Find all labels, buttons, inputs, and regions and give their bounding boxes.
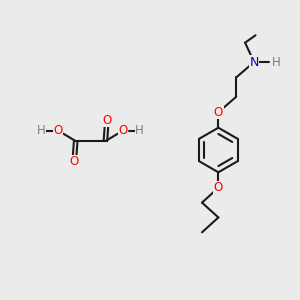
Text: O: O [70, 155, 79, 168]
Text: H: H [135, 124, 144, 137]
Text: N: N [249, 56, 259, 68]
Text: O: O [214, 106, 223, 119]
Text: H: H [272, 56, 281, 68]
Text: O: O [214, 181, 223, 194]
Text: O: O [53, 124, 62, 137]
Text: O: O [118, 124, 128, 137]
Text: H: H [37, 124, 46, 137]
Text: O: O [102, 114, 112, 127]
